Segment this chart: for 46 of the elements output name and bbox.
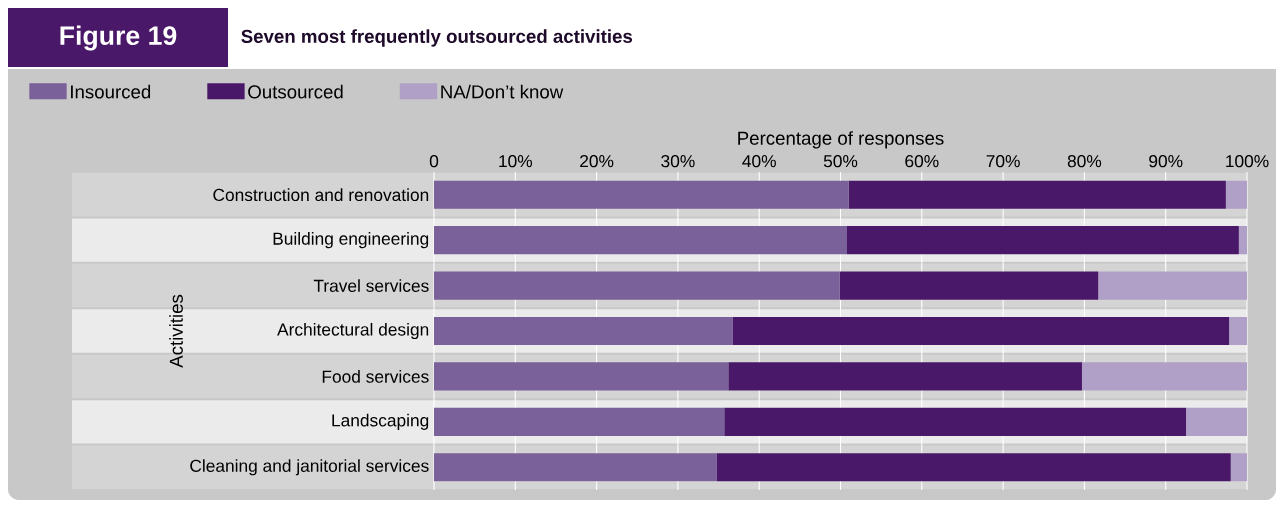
bar (434, 226, 848, 255)
y-tick-label: Landscaping (332, 413, 429, 430)
bar (434, 316, 733, 346)
legend-label: Outsourced (248, 84, 343, 99)
bar (716, 453, 1231, 482)
x-tick-label: 90% (1149, 155, 1183, 168)
y-tick-label: Building engineering (273, 232, 429, 249)
bar (728, 362, 1082, 391)
x-tick-label: 10% (499, 155, 533, 168)
x-tick-label: 30% (661, 155, 695, 168)
y-tick-label: Construction and renovation (213, 188, 429, 202)
x-tick-label: 70% (986, 155, 1020, 168)
bar (1230, 453, 1247, 482)
bar (434, 453, 717, 482)
x-tick-label: 0 (429, 155, 439, 168)
x-tick-label: 20% (580, 155, 614, 168)
y-tick-label: Architectural design (277, 322, 429, 340)
bar (839, 271, 1099, 300)
bar (434, 180, 849, 209)
bar (848, 180, 1226, 209)
bar (1098, 271, 1247, 300)
bar (1225, 180, 1247, 209)
bar (434, 362, 729, 391)
x-tick-label: 50% (823, 155, 858, 168)
bar (724, 407, 1187, 436)
bar (732, 316, 1230, 346)
x-tick-label: 40% (742, 155, 776, 168)
y-tick-label: Cleaning and janitorial services (190, 459, 429, 476)
bar (1081, 362, 1247, 391)
x-tick-label: 100% (1226, 155, 1269, 168)
chart-subtitle: Seven most frequently outsourced activities (241, 29, 633, 47)
bar (1238, 226, 1247, 255)
legend-label: NA/Don’t know (441, 84, 564, 99)
x-tick-label: 80% (1067, 155, 1102, 168)
y-tick-label: Travel services (313, 279, 429, 292)
bar (1229, 316, 1247, 346)
bar (847, 226, 1239, 255)
bar (434, 271, 840, 300)
legend-label: Insourced (71, 84, 151, 99)
bar (434, 407, 725, 436)
bar (1186, 407, 1247, 436)
y-axis-title: Activities (169, 294, 183, 368)
x-axis-title: Percentage of responses (738, 131, 944, 149)
y-tick-label: Food services (322, 370, 429, 383)
x-tick-label: 60% (905, 155, 939, 168)
text: Figure 19 (60, 25, 177, 51)
